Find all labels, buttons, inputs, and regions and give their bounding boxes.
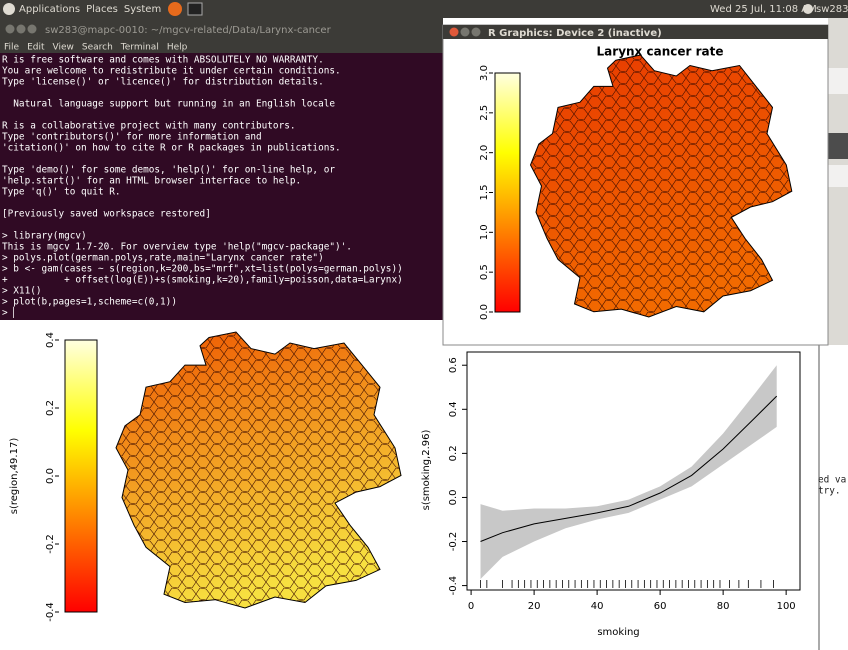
- y-axis-label: s(smoking,2.96): [421, 430, 432, 511]
- minimize-button[interactable]: [17, 25, 26, 34]
- close-button[interactable]: [450, 28, 459, 37]
- panel-menu[interactable]: System: [124, 4, 161, 15]
- y-tick-label: 3.0: [479, 65, 490, 81]
- terminal-line: > X11(): [2, 286, 42, 297]
- panel-menu[interactable]: Applications: [19, 4, 80, 15]
- terminal-menu-item[interactable]: Edit: [27, 43, 45, 53]
- terminal-line: Type 'contributors()' for more informati…: [2, 132, 262, 143]
- back-text: try.: [818, 486, 841, 497]
- terminal-menu-item[interactable]: Help: [167, 43, 188, 53]
- close-button[interactable]: [6, 25, 15, 34]
- graphics-title: R Graphics: Device 2 (inactive): [488, 28, 662, 39]
- terminal-line: 'help.start()' for an HTML browser inter…: [2, 176, 301, 187]
- y-tick-label: -0.4: [448, 576, 459, 596]
- terminal-line: R is a collaborative project with many c…: [2, 121, 296, 132]
- y-tick-label: 0.4: [448, 401, 459, 417]
- x-axis-label: smoking: [597, 627, 639, 638]
- terminal-line: > library(mgcv): [2, 231, 87, 242]
- y-tick-label: -0.4: [45, 602, 56, 622]
- back-window-bar: [828, 68, 848, 94]
- terminal-menu-item[interactable]: View: [53, 43, 74, 53]
- y-tick-label: 0.2: [448, 445, 459, 461]
- terminal-title: sw283@mapc-0010: ~/mgcv-related/Data/Lar…: [45, 25, 332, 36]
- maximize-button[interactable]: [28, 25, 37, 34]
- x-tick-label: 80: [717, 601, 730, 612]
- y-tick-label: 1.0: [479, 224, 490, 240]
- y-tick-label: 0.4: [45, 332, 56, 348]
- x-tick-label: 40: [591, 601, 604, 612]
- minimize-button[interactable]: [461, 28, 470, 37]
- y-tick-label: 0.5: [479, 264, 490, 280]
- terminal-line: Type 'demo()' for some demos, 'help()' f…: [2, 165, 335, 176]
- y-tick-label: 0.0: [45, 468, 56, 484]
- top-panel: Wed 25 Jul, 11:08 AM sw283 Applications P…: [0, 0, 848, 18]
- user-name[interactable]: sw283: [816, 4, 848, 15]
- terminal-line: + + offset(log(E))+s(smoking,k=20),famil…: [2, 275, 403, 286]
- y-tick-label: 2.0: [479, 145, 490, 161]
- clock[interactable]: Wed 25 Jul, 11:08 AM: [710, 4, 817, 15]
- y-axis-label: s(region,49.17): [9, 438, 20, 515]
- maximize-button[interactable]: [472, 28, 481, 37]
- y-tick-label: -0.2: [45, 534, 56, 554]
- terminal-window: sw283@mapc-0010: ~/mgcv-related/Data/Lar…: [0, 18, 443, 320]
- back-text: ed va: [818, 475, 846, 486]
- colorbar: [495, 73, 520, 312]
- terminal-line: You are welcome to redistribute it under…: [2, 66, 341, 77]
- terminal-line: This is mgcv 1.7-20. For overview type '…: [2, 242, 352, 253]
- terminal-line: 'citation()' on how to cite R or R packa…: [2, 143, 341, 154]
- user-icon: [803, 4, 813, 14]
- terminal-line: Type 'license()' or 'licence()' for dist…: [2, 77, 324, 88]
- terminal-line: Natural language support but running in …: [2, 99, 335, 110]
- terminal-line: Type 'q()' to quit R.: [2, 187, 121, 198]
- desktop: ed va try. -0.4 -0.2 0.0 0.2 0.4 s(region,49.…: [0, 0, 848, 650]
- back-window-bar: [828, 133, 848, 159]
- y-tick-label: 0.0: [479, 304, 490, 320]
- x-tick-label: 0: [468, 601, 474, 612]
- terminal-line: > ▏: [2, 307, 19, 319]
- terminal-line: > b <- gam(cases ~ s(region,k=200,bs="mr…: [2, 264, 403, 275]
- plot-title: Larynx cancer rate: [597, 45, 724, 59]
- y-tick-label: 0.2: [45, 400, 56, 416]
- back-window-bar: [828, 165, 848, 187]
- terminal-line: > plot(b,pages=1,scheme=c(0,1)): [2, 297, 177, 308]
- y-tick-label: 1.5: [479, 185, 490, 201]
- firefox-icon[interactable]: [168, 2, 182, 16]
- y-tick-label: -0.2: [448, 532, 459, 552]
- panel-menu[interactable]: Places: [86, 4, 118, 15]
- terminal-line: R is free software and comes with ABSOLU…: [2, 55, 324, 66]
- ubuntu-logo[interactable]: [3, 3, 15, 15]
- x-tick-label: 100: [777, 601, 796, 612]
- colorbar: [65, 340, 97, 612]
- terminal-icon[interactable]: [188, 3, 202, 15]
- terminal-menu-item[interactable]: File: [4, 43, 20, 53]
- graphics-window: R Graphics: Device 2 (inactive) 0.0 0.5 1.…: [443, 25, 828, 345]
- terminal-line: [Previously saved workspace restored]: [2, 209, 211, 220]
- terminal-menu-item[interactable]: Terminal: [120, 43, 159, 53]
- terminal-menu-item[interactable]: Search: [82, 43, 113, 53]
- y-tick-label: 0.6: [448, 357, 459, 373]
- y-tick-label: 0.0: [448, 489, 459, 505]
- x-tick-label: 20: [528, 601, 541, 612]
- y-tick-label: 2.5: [479, 105, 490, 121]
- terminal-line: > polys.plot(german.polys,rate,main="Lar…: [2, 253, 324, 264]
- x-tick-label: 60: [654, 601, 667, 612]
